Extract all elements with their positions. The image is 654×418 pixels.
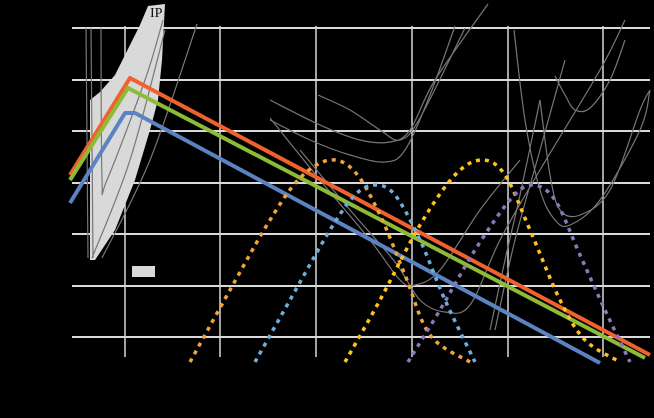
series-gray-u-2: [317, 27, 466, 141]
series-purple-dotted-bell: [406, 183, 632, 363]
series-gray-diag-2: [101, 23, 198, 259]
series-blue-line: [68, 111, 601, 365]
envelope-areas: [90, 4, 165, 260]
series-orange-line: [68, 76, 651, 357]
series-gray-right-x-1: [489, 99, 541, 331]
series-gray-right-x-2: [494, 59, 566, 331]
ip-annotation: IP: [150, 6, 163, 21]
series-gray-descend-2: [299, 19, 626, 314]
series-gray-right-u-2: [554, 39, 626, 113]
series-green-line: [68, 86, 646, 360]
series-gray-right-u-1: [513, 29, 651, 228]
series-lightblue-dotted-bell: [253, 183, 477, 363]
series-gray-u-3: [269, 25, 456, 163]
series-lines: [68, 3, 651, 365]
series-gray-right-u-3: [539, 89, 651, 218]
series-gray-diag-1: [91, 29, 166, 259]
series-gray-envelope: [90, 4, 165, 260]
series-yellow-dotted-bell: [343, 158, 621, 364]
series-gray-vertical-1: [85, 27, 89, 259]
series-orange-dotted-bell: [188, 158, 471, 364]
legend-swatch-envelope: [132, 266, 155, 277]
series-gray-vertical-3: [100, 19, 164, 196]
series-gray-u-1: [269, 3, 489, 144]
